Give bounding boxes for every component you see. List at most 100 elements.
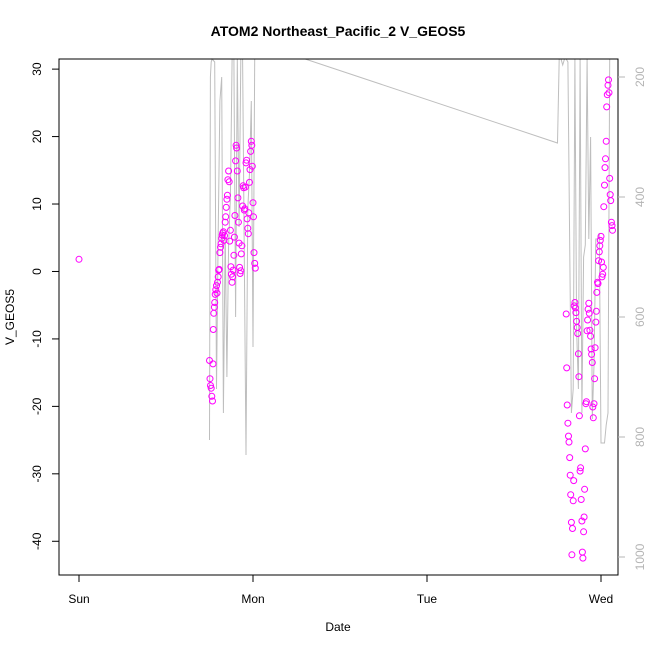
data-point xyxy=(575,373,583,381)
data-point xyxy=(563,401,571,409)
y-tick-label: 20 xyxy=(30,130,44,144)
data-point xyxy=(222,203,230,211)
data-point xyxy=(607,218,615,226)
data-point xyxy=(602,137,610,145)
data-point xyxy=(229,266,237,274)
data-point xyxy=(607,197,615,205)
data-point xyxy=(577,496,585,503)
data-point xyxy=(564,419,572,427)
data-point xyxy=(572,309,580,317)
data-point xyxy=(244,230,252,238)
data-point xyxy=(231,212,239,219)
y2-tick-label: 800 xyxy=(633,427,647,447)
data-point xyxy=(581,485,589,493)
data-point xyxy=(580,528,588,536)
data-point xyxy=(588,350,596,358)
data-point xyxy=(211,290,219,298)
y2-tick-label: 600 xyxy=(633,307,647,327)
data-point xyxy=(603,103,611,111)
data-point xyxy=(216,249,224,257)
data-point xyxy=(248,141,256,149)
data-point xyxy=(229,273,237,281)
data-point xyxy=(222,213,230,221)
data-point xyxy=(209,360,217,368)
data-point xyxy=(584,305,592,313)
data-point xyxy=(214,273,222,281)
data-point xyxy=(605,89,613,97)
y-tick-label: 30 xyxy=(30,62,44,76)
data-point xyxy=(75,255,83,263)
data-point xyxy=(604,81,612,89)
data-point xyxy=(576,467,584,475)
chart-title: ATOM2 Northeast_Pacific_2 V_GEOS5 xyxy=(211,23,466,39)
data-point xyxy=(594,280,602,288)
data-point xyxy=(569,525,576,532)
data-point xyxy=(582,398,590,406)
data-point xyxy=(250,249,258,257)
data-point xyxy=(578,517,586,525)
data-point xyxy=(234,218,242,226)
data-point xyxy=(567,491,575,499)
x-axis: Sun Mon Tue Wed xyxy=(68,575,613,606)
data-point xyxy=(215,265,223,273)
data-point xyxy=(209,397,216,405)
data-point xyxy=(599,263,607,271)
data-point xyxy=(214,278,221,286)
y-axis-label: V_GEOS5 xyxy=(3,289,17,345)
points-layer xyxy=(75,76,616,562)
x-tick-label: Tue xyxy=(417,592,438,606)
data-point xyxy=(251,259,259,267)
data-point xyxy=(592,307,600,315)
data-point xyxy=(605,76,612,84)
data-point xyxy=(600,203,608,211)
x-axis-label: Date xyxy=(325,620,351,634)
data-point xyxy=(583,327,591,335)
data-point xyxy=(565,438,573,446)
data-point xyxy=(571,299,579,306)
y-tick-label: -20 xyxy=(30,397,44,415)
data-point xyxy=(225,167,233,175)
data-point xyxy=(606,174,614,182)
data-point xyxy=(580,513,588,521)
data-point xyxy=(236,263,244,271)
data-point xyxy=(606,191,614,199)
data-point xyxy=(233,144,241,152)
data-point xyxy=(587,345,595,353)
data-point xyxy=(581,445,589,453)
data-point xyxy=(245,209,253,217)
data-point xyxy=(574,330,582,337)
data-point xyxy=(233,167,241,175)
data-point xyxy=(592,318,600,326)
data-point xyxy=(599,270,607,278)
data-point xyxy=(569,497,577,505)
y-tick-label: -40 xyxy=(30,532,44,550)
data-point xyxy=(608,222,616,230)
data-point xyxy=(247,147,255,155)
data-point xyxy=(574,350,582,358)
data-point xyxy=(565,432,572,440)
data-point xyxy=(226,226,234,234)
data-point xyxy=(567,518,575,526)
data-point xyxy=(575,412,583,420)
data-point xyxy=(579,554,587,562)
data-point xyxy=(237,250,245,258)
data-point xyxy=(208,392,216,400)
data-point xyxy=(609,226,616,234)
data-point xyxy=(212,286,220,294)
data-point xyxy=(226,237,234,245)
data-point xyxy=(249,199,257,207)
y-axis: 30 20 10 0 -10 -20 -30 -40 xyxy=(30,62,59,550)
data-point xyxy=(603,91,611,99)
data-point xyxy=(206,375,214,383)
data-point xyxy=(236,270,244,277)
data-point xyxy=(207,382,214,389)
data-point xyxy=(251,264,259,272)
data-point xyxy=(588,359,596,366)
data-point xyxy=(566,471,574,479)
data-point xyxy=(590,400,598,408)
data-point xyxy=(566,454,574,462)
data-point xyxy=(244,224,252,232)
data-point xyxy=(584,316,592,324)
data-point xyxy=(221,232,228,240)
